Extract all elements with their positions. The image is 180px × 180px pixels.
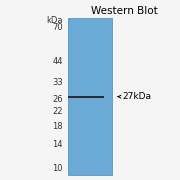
Text: 10: 10 <box>53 164 63 173</box>
Bar <box>68 18 112 175</box>
Text: 70: 70 <box>52 23 63 32</box>
Text: 18: 18 <box>52 122 63 130</box>
Text: 14: 14 <box>53 140 63 149</box>
Text: kDa: kDa <box>46 16 63 25</box>
Text: 27kDa: 27kDa <box>122 92 151 101</box>
Bar <box>68 96 104 98</box>
Text: 44: 44 <box>53 57 63 66</box>
Text: 22: 22 <box>53 107 63 116</box>
Text: 33: 33 <box>52 78 63 87</box>
Text: 26: 26 <box>52 95 63 104</box>
Text: Western Blot: Western Blot <box>91 6 158 16</box>
